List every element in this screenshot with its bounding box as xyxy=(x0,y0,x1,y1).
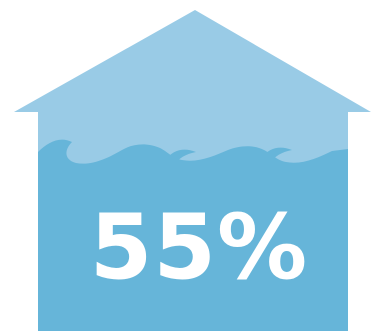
wave-crest-1 xyxy=(166,149,196,166)
water-fill xyxy=(38,139,348,331)
wave-crest-2 xyxy=(262,147,292,164)
percent-value: 55% xyxy=(90,195,308,300)
